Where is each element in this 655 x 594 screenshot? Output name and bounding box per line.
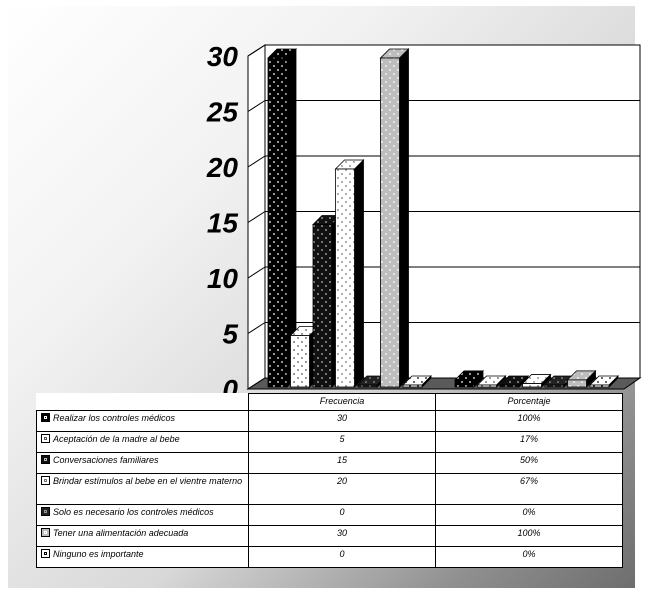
bar	[589, 375, 619, 388]
table-row: Tener una alimentación adecuada 30 100%	[36, 525, 623, 547]
legend-key	[41, 549, 50, 559]
series-name: Tener una alimentación adecuada	[53, 528, 189, 538]
bar-front	[402, 384, 423, 388]
series-name: Solo es necesario los controles médicos	[53, 507, 214, 517]
gridline-side	[247, 322, 266, 334]
category-header: Frecuencia	[248, 393, 436, 411]
data-table: Frecuencia Porcentaje Realizar los contr…	[36, 393, 623, 568]
series-name: Ninguno es importante	[53, 549, 144, 559]
bar-front	[567, 379, 587, 388]
table-cell: 50%	[435, 452, 623, 474]
table-cell: 30	[248, 410, 436, 432]
bar-front	[290, 335, 310, 388]
legend-key	[41, 455, 50, 465]
series-name: Brindar estímulos al bebe en el vientre …	[53, 476, 243, 486]
series-name: Realizar los controles médicos	[53, 413, 176, 423]
y-tick-label: 20	[206, 152, 239, 183]
gridline-side	[247, 266, 266, 279]
table-cell: 15	[248, 452, 436, 474]
bar	[521, 373, 552, 388]
gridline-side	[247, 155, 266, 168]
table-cell: 100%	[435, 410, 623, 432]
table-row: Brindar estímulos al bebe en el vientre …	[36, 473, 623, 505]
bar-front	[380, 57, 400, 388]
series-label: Aceptación de la madre al bebe	[36, 431, 249, 453]
table-cell: 0%	[435, 546, 623, 568]
bar-front	[499, 384, 520, 388]
table-header-row: Frecuencia Porcentaje	[36, 393, 623, 411]
bar	[566, 369, 597, 388]
series-label: Tener una alimentación adecuada	[36, 525, 249, 547]
series-name: Conversaciones familiares	[53, 455, 159, 465]
table-cell: 67%	[435, 473, 623, 505]
table-corner	[36, 393, 249, 411]
legend-key	[41, 476, 50, 486]
bar-front	[357, 384, 378, 388]
series-label: Solo es necesario los controles médicos	[36, 504, 249, 526]
bar-front	[267, 57, 288, 388]
bar-side	[354, 159, 364, 388]
y-tick-label: 5	[222, 319, 238, 350]
y-tick-label: 25	[206, 97, 239, 128]
series-name: Aceptación de la madre al bebe	[53, 434, 180, 444]
table-row: Aceptación de la madre al bebe 5 17%	[36, 431, 623, 453]
bar	[334, 159, 365, 388]
gridline-side	[247, 100, 266, 112]
legend-key	[41, 434, 50, 444]
table-cell: 100%	[435, 525, 623, 547]
bar	[454, 369, 484, 388]
legend-key	[41, 413, 50, 423]
series-label: Realizar los controles médicos	[36, 410, 249, 432]
y-tick-label: 30	[207, 41, 239, 72]
bar-side	[399, 48, 409, 388]
series-label: Ninguno es importante	[36, 546, 249, 568]
bar-front	[522, 383, 542, 388]
bar-front	[544, 384, 565, 388]
table-row: Ninguno es importante 0 0%	[36, 546, 623, 568]
table-row: Realizar los controles médicos 30 100%	[36, 410, 623, 432]
legend-key	[41, 507, 50, 517]
legend-key	[41, 528, 50, 538]
table-row: Conversaciones familiares 15 50%	[36, 452, 623, 474]
bar-front	[312, 224, 333, 388]
bar	[267, 48, 297, 388]
bar-front	[335, 168, 355, 388]
table-cell: 5	[248, 431, 436, 453]
bar	[379, 48, 410, 388]
bar	[402, 375, 432, 388]
category-header: Porcentaje	[435, 393, 623, 411]
bar	[476, 375, 507, 388]
bar	[499, 375, 529, 388]
table-cell: 0%	[435, 504, 623, 526]
table-cell: 0	[248, 546, 436, 568]
table-cell: 20	[248, 473, 436, 505]
table-cell: 0	[248, 504, 436, 526]
bar-front	[454, 379, 475, 388]
y-tick-label: 15	[207, 208, 239, 239]
table-cell: 17%	[435, 431, 623, 453]
bar-front	[589, 384, 610, 388]
y-tick-label: 10	[207, 263, 239, 294]
series-label: Conversaciones familiares	[36, 452, 249, 474]
table-cell: 30	[248, 525, 436, 547]
series-label: Brindar estímulos al bebe en el vientre …	[36, 473, 249, 505]
table-row: Solo es necesario los controles médicos …	[36, 504, 623, 526]
bar-front	[477, 384, 497, 388]
gridline-side	[247, 44, 266, 57]
gridline-side	[247, 211, 266, 223]
